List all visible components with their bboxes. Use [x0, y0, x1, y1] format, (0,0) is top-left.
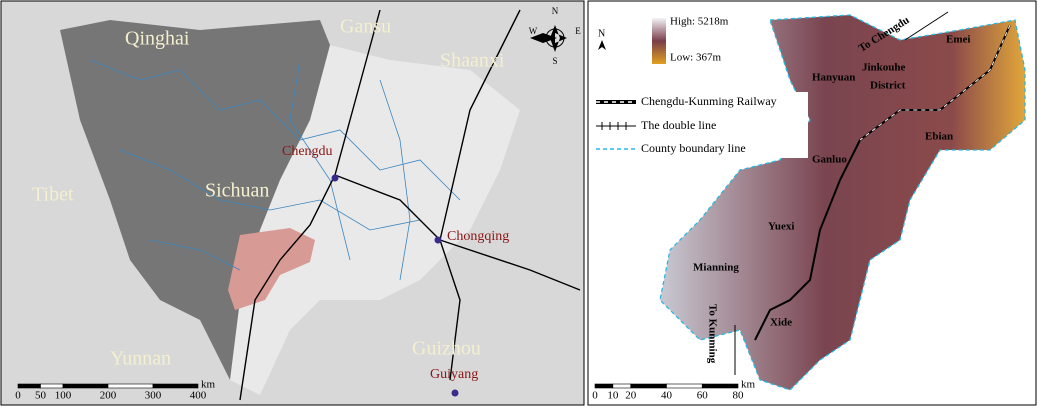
place-label: Yuexi: [768, 221, 795, 233]
scale-unit: km: [201, 379, 216, 391]
scale-label: 60: [697, 390, 709, 402]
scale-segment: [17, 383, 41, 389]
study-terrain: [659, 14, 1026, 391]
legend: Chengdu-Kunming Railway The double line …: [593, 92, 808, 158]
place-label: Ganluo: [812, 154, 847, 166]
scale-label: 20: [625, 390, 637, 402]
city-label: Chengdu: [282, 144, 333, 159]
legend-label: The double line: [641, 118, 716, 132]
scale-label: 50: [35, 390, 47, 402]
place-label: District: [870, 80, 906, 92]
scale-segment: [666, 383, 703, 389]
county-boundaries: [89, 59, 461, 281]
direction-label: To Kunming: [706, 304, 718, 364]
guiyang-dot: [451, 389, 459, 397]
scale-label: 80: [733, 390, 745, 402]
place-label: Mianning: [693, 262, 739, 274]
scale-segment: [630, 383, 667, 389]
province-label: Shaanxi: [440, 50, 505, 72]
compass-label: N: [552, 6, 559, 16]
scale-label: 0: [592, 390, 598, 402]
right-map: N High: 5218m Low: 367m Chengdu-Kunming …: [587, 0, 1037, 406]
compass-label: S: [552, 56, 557, 66]
city-label: Guiyang: [430, 367, 478, 382]
elevation-ramp: [652, 18, 666, 64]
compass: N W E S: [529, 6, 582, 66]
scale-label: 0: [15, 390, 21, 402]
scale-segment: [701, 383, 739, 389]
sichuan-west: [60, 20, 330, 380]
chengdu-dot: [331, 174, 339, 182]
place-label: Emei: [946, 34, 970, 46]
scale-label: 400: [190, 390, 207, 402]
scale-label: 200: [100, 390, 117, 402]
province-label: Sichuan: [205, 180, 269, 202]
legend-label: Chengdu-Kunming Railway: [641, 94, 777, 108]
compass-label: W: [529, 26, 538, 36]
north-label: N: [598, 28, 605, 39]
province-label: Gansu: [340, 16, 391, 38]
study-area: [228, 228, 315, 310]
city-label: Chongqing: [447, 229, 509, 244]
legend-label: County boundary line: [641, 141, 746, 155]
railway-dash: [859, 24, 1011, 141]
north-arrow: [598, 40, 606, 50]
elevation-low: Low: 367m: [670, 52, 721, 64]
place-label: Xide: [770, 317, 792, 329]
place-label: Hanyuan: [812, 72, 855, 84]
province-label: Guizhou: [412, 338, 481, 360]
scale-label: 100: [55, 390, 72, 402]
scale-segment: [594, 383, 614, 389]
place-label: Ebian: [925, 131, 953, 143]
compass-label: E: [575, 26, 581, 36]
scale-segment: [152, 383, 199, 389]
elevation-high: High: 5218m: [670, 16, 729, 28]
province-label: Yunnan: [110, 348, 171, 370]
place-label: Jinkouhe: [862, 62, 906, 74]
scale-segment: [612, 383, 632, 389]
scale-label: 300: [145, 390, 162, 402]
left-map: Qinghai Gansu Shaanxi Tibet Sichuan Yunn…: [0, 0, 585, 406]
scale-label: 40: [661, 390, 673, 402]
chongqing-dot: [434, 236, 442, 244]
province-label: Qinghai: [125, 28, 190, 50]
province-label: Tibet: [32, 184, 74, 206]
scale-segment: [62, 383, 109, 389]
scale-segment: [107, 383, 154, 389]
scale-segment: [40, 383, 64, 389]
scale-unit: km: [741, 379, 756, 391]
direction-arrow: [904, 11, 949, 41]
scale-label: 10: [607, 390, 619, 402]
